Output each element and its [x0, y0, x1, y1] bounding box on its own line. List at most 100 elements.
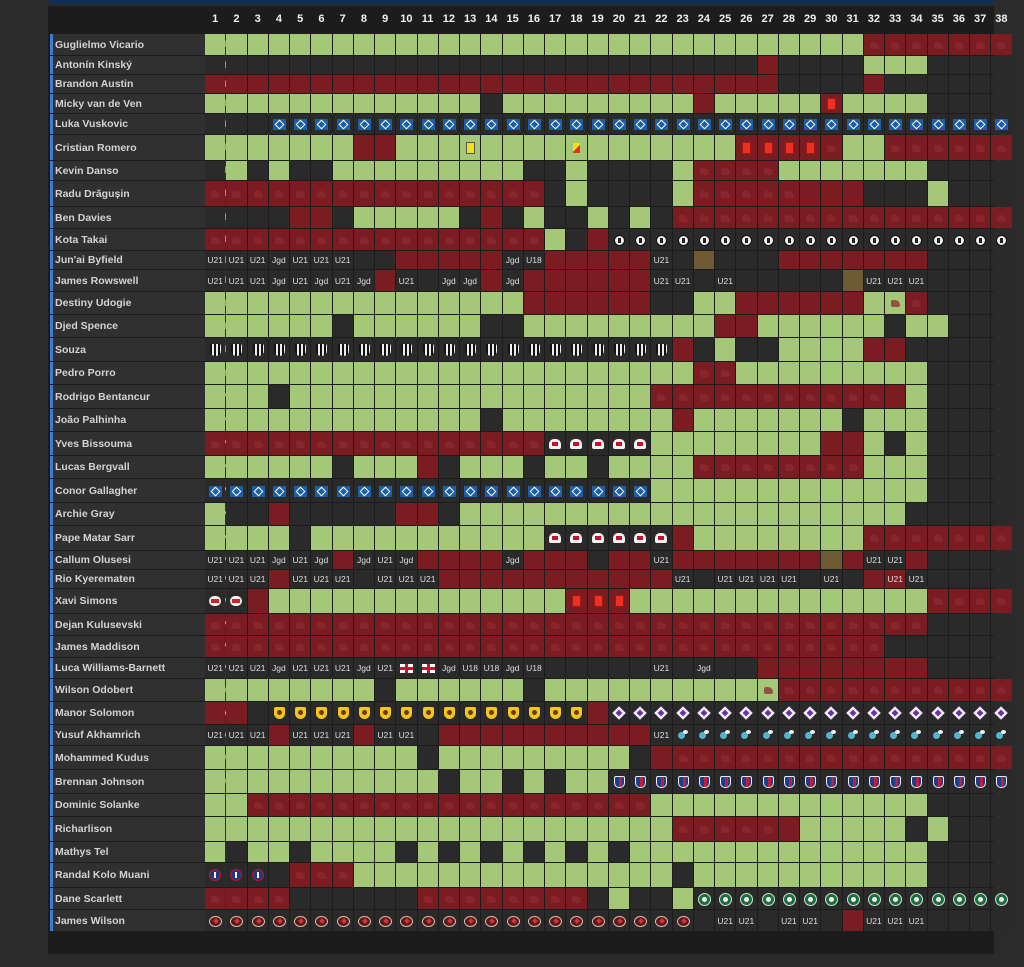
- gameweek-cell[interactable]: [460, 207, 481, 228]
- gameweek-cell[interactable]: [821, 679, 842, 701]
- gameweek-cell[interactable]: U18: [460, 658, 481, 678]
- gameweek-cell[interactable]: [842, 362, 863, 384]
- gameweek-cell[interactable]: [438, 135, 459, 160]
- gameweek-cell[interactable]: [736, 526, 757, 550]
- gameweek-cell[interactable]: [226, 161, 247, 180]
- gameweek-cell[interactable]: [991, 338, 1012, 361]
- gameweek-cell[interactable]: [693, 589, 714, 613]
- gameweek-cell[interactable]: [885, 432, 906, 455]
- gameweek-cell[interactable]: [863, 251, 884, 269]
- gameweek-cell[interactable]: [375, 679, 396, 701]
- gameweek-cell[interactable]: Jgd: [268, 251, 289, 269]
- gameweek-cell[interactable]: [630, 161, 651, 180]
- gameweek-cell[interactable]: [970, 229, 991, 250]
- gameweek-cell[interactable]: [863, 526, 884, 550]
- gameweek-cell[interactable]: [353, 75, 374, 93]
- gameweek-cell[interactable]: [226, 636, 247, 657]
- gameweek-cell[interactable]: [545, 863, 566, 887]
- gameweek-cell[interactable]: [693, 94, 714, 113]
- gameweek-cell[interactable]: [396, 888, 417, 909]
- gameweek-cell[interactable]: [523, 503, 544, 525]
- gameweek-cell[interactable]: [205, 362, 226, 384]
- gameweek-cell[interactable]: [353, 456, 374, 478]
- gameweek-cell[interactable]: [842, 161, 863, 180]
- gameweek-cell[interactable]: [481, 338, 502, 361]
- gameweek-cell[interactable]: [800, 114, 821, 134]
- gameweek-cell[interactable]: [460, 75, 481, 93]
- gameweek-cell[interactable]: [417, 362, 438, 384]
- gameweek-cell[interactable]: [396, 207, 417, 228]
- gameweek-cell[interactable]: [800, 456, 821, 478]
- player-name-cell[interactable]: Callum Olusesi: [50, 551, 204, 569]
- gameweek-cell[interactable]: [417, 589, 438, 613]
- gameweek-cell[interactable]: [205, 817, 226, 841]
- gameweek-cell[interactable]: [608, 207, 629, 228]
- gameweek-cell[interactable]: [566, 888, 587, 909]
- gameweek-cell[interactable]: [672, 161, 693, 180]
- gameweek-cell[interactable]: [672, 385, 693, 408]
- gameweek-cell[interactable]: [396, 432, 417, 455]
- gameweek-cell[interactable]: [651, 570, 672, 588]
- gameweek-cell[interactable]: [736, 181, 757, 206]
- gameweek-cell[interactable]: [460, 362, 481, 384]
- gameweek-cell[interactable]: [630, 570, 651, 588]
- gameweek-cell[interactable]: [800, 636, 821, 657]
- gameweek-cell[interactable]: [630, 842, 651, 862]
- gameweek-cell[interactable]: [757, 34, 778, 55]
- gameweek-cell[interactable]: [502, 746, 523, 769]
- gameweek-cell[interactable]: [778, 589, 799, 613]
- gameweek-cell[interactable]: [800, 888, 821, 909]
- gameweek-cell[interactable]: [736, 746, 757, 769]
- gameweek-cell[interactable]: [693, 135, 714, 160]
- gameweek-cell[interactable]: [715, 725, 736, 745]
- gameweek-cell[interactable]: [842, 526, 863, 550]
- gameweek-cell[interactable]: [651, 636, 672, 657]
- gameweek-cell[interactable]: [927, 207, 948, 228]
- gameweek-cell[interactable]: [863, 292, 884, 314]
- gameweek-cell[interactable]: [460, 746, 481, 769]
- gameweek-cell[interactable]: [566, 229, 587, 250]
- gameweek-cell[interactable]: U21: [247, 270, 268, 291]
- player-name-cell[interactable]: Jun'ai Byfield: [50, 251, 204, 269]
- gameweek-cell[interactable]: [396, 114, 417, 134]
- gameweek-cell[interactable]: [205, 338, 226, 361]
- gameweek-cell[interactable]: [885, 456, 906, 478]
- gameweek-cell[interactable]: [205, 409, 226, 431]
- gameweek-cell[interactable]: [226, 479, 247, 502]
- gameweek-cell[interactable]: [927, 181, 948, 206]
- gameweek-cell[interactable]: [991, 770, 1012, 793]
- gameweek-cell[interactable]: [885, 794, 906, 816]
- gameweek-cell[interactable]: [481, 56, 502, 74]
- gameweek-cell[interactable]: [205, 456, 226, 478]
- gameweek-cell[interactable]: [438, 794, 459, 816]
- gameweek-cell[interactable]: [375, 292, 396, 314]
- gameweek-cell[interactable]: [778, 161, 799, 180]
- gameweek-cell[interactable]: [205, 910, 226, 931]
- gameweek-cell[interactable]: [523, 456, 544, 478]
- gameweek-cell[interactable]: [927, 251, 948, 269]
- gameweek-cell[interactable]: [672, 456, 693, 478]
- gameweek-cell[interactable]: Jgd: [268, 658, 289, 678]
- gameweek-cell[interactable]: [353, 362, 374, 384]
- player-name-cell[interactable]: James Maddison: [50, 636, 204, 657]
- gameweek-cell[interactable]: [523, 614, 544, 635]
- gameweek-cell[interactable]: [417, 56, 438, 74]
- gameweek-cell[interactable]: [332, 842, 353, 862]
- gameweek-cell[interactable]: [332, 94, 353, 113]
- gameweek-cell[interactable]: [523, 794, 544, 816]
- gameweek-cell[interactable]: [460, 292, 481, 314]
- gameweek-cell[interactable]: [417, 614, 438, 635]
- gameweek-cell[interactable]: [630, 456, 651, 478]
- gameweek-cell[interactable]: [821, 207, 842, 228]
- gameweek-cell[interactable]: [438, 34, 459, 55]
- gameweek-cell[interactable]: [651, 34, 672, 55]
- gameweek-cell[interactable]: [545, 181, 566, 206]
- gameweek-cell[interactable]: [332, 56, 353, 74]
- gameweek-cell[interactable]: [205, 94, 226, 113]
- gameweek-cell[interactable]: [693, 34, 714, 55]
- gameweek-cell[interactable]: [460, 910, 481, 931]
- gameweek-cell[interactable]: [800, 161, 821, 180]
- gameweek-cell[interactable]: [778, 362, 799, 384]
- gameweek-cell[interactable]: [906, 181, 927, 206]
- gameweek-cell[interactable]: [545, 270, 566, 291]
